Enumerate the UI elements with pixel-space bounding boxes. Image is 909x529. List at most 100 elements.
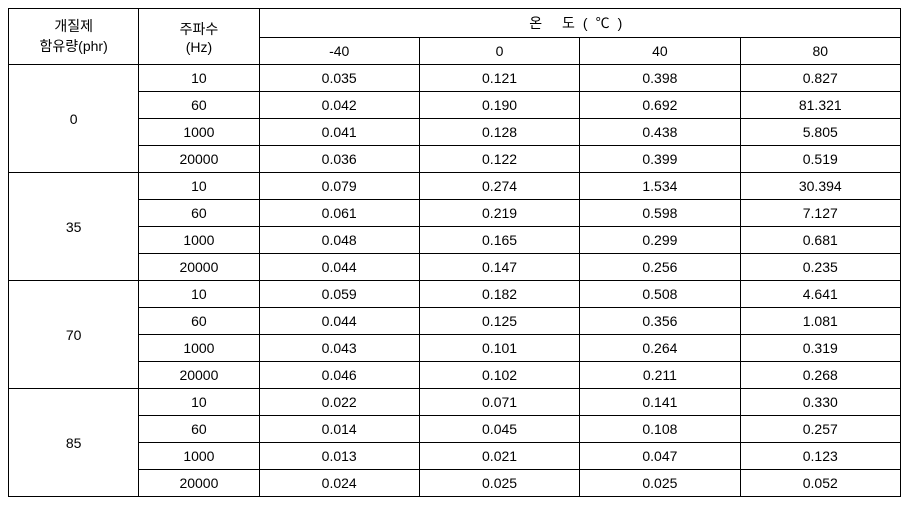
value-cell: 1.081 [740,308,900,335]
table-row: 10000.0430.1010.2640.319 [9,335,901,362]
value-cell: 0.046 [259,362,419,389]
value-cell: 0.044 [259,254,419,281]
value-cell: 0.274 [419,173,579,200]
table-row: 10000.0480.1650.2990.681 [9,227,901,254]
value-cell: 0.125 [419,308,579,335]
value-cell: 0.356 [580,308,740,335]
value-cell: 0.268 [740,362,900,389]
header-modifier-line2: 함유량(phr) [11,37,136,57]
frequency-cell: 20000 [139,254,259,281]
value-cell: 0.043 [259,335,419,362]
value-cell: 0.519 [740,146,900,173]
value-cell: 0.025 [419,470,579,497]
value-cell: 0.692 [580,92,740,119]
value-cell: 0.059 [259,281,419,308]
frequency-cell: 10 [139,65,259,92]
table-row: 200000.0240.0250.0250.052 [9,470,901,497]
table-row: 35100.0790.2741.53430.394 [9,173,901,200]
table-row: 600.0140.0450.1080.257 [9,416,901,443]
header-temp-col-0: -40 [259,38,419,65]
frequency-cell: 1000 [139,443,259,470]
value-cell: 0.190 [419,92,579,119]
value-cell: 0.052 [740,470,900,497]
value-cell: 0.024 [259,470,419,497]
table-row: 600.0440.1250.3561.081 [9,308,901,335]
frequency-cell: 1000 [139,335,259,362]
value-cell: 0.165 [419,227,579,254]
value-cell: 0.022 [259,389,419,416]
value-cell: 0.319 [740,335,900,362]
table-row: 600.0420.1900.69281.321 [9,92,901,119]
value-cell: 0.048 [259,227,419,254]
header-modifier-line1: 개질제 [11,17,136,37]
modifier-cell: 85 [9,389,139,497]
value-cell: 0.108 [580,416,740,443]
frequency-cell: 60 [139,308,259,335]
value-cell: 0.036 [259,146,419,173]
table-row: 85100.0220.0710.1410.330 [9,389,901,416]
value-cell: 0.398 [580,65,740,92]
value-cell: 0.211 [580,362,740,389]
value-cell: 0.235 [740,254,900,281]
data-table: 개질제 함유량(phr) 주파수 (Hz) 온 도(℃) -40 0 40 80… [8,8,901,497]
value-cell: 0.101 [419,335,579,362]
modifier-cell: 35 [9,173,139,281]
table-row: 0100.0350.1210.3980.827 [9,65,901,92]
table-row: 70100.0590.1820.5084.641 [9,281,901,308]
value-cell: 0.013 [259,443,419,470]
value-cell: 1.534 [580,173,740,200]
frequency-cell: 60 [139,200,259,227]
table-row: 10000.0410.1280.4385.805 [9,119,901,146]
value-cell: 0.079 [259,173,419,200]
value-cell: 0.123 [740,443,900,470]
value-cell: 0.014 [259,416,419,443]
table-row: 10000.0130.0210.0470.123 [9,443,901,470]
value-cell: 0.598 [580,200,740,227]
frequency-cell: 60 [139,92,259,119]
value-cell: 0.330 [740,389,900,416]
value-cell: 0.102 [419,362,579,389]
value-cell: 0.399 [580,146,740,173]
frequency-cell: 10 [139,173,259,200]
value-cell: 0.141 [580,389,740,416]
header-modifier: 개질제 함유량(phr) [9,9,139,65]
value-cell: 0.219 [419,200,579,227]
value-cell: 0.035 [259,65,419,92]
frequency-cell: 1000 [139,227,259,254]
value-cell: 0.256 [580,254,740,281]
value-cell: 0.147 [419,254,579,281]
value-cell: 0.021 [419,443,579,470]
table-row: 600.0610.2190.5987.127 [9,200,901,227]
value-cell: 0.044 [259,308,419,335]
table-row: 200000.0460.1020.2110.268 [9,362,901,389]
modifier-cell: 0 [9,65,139,173]
table-row: 200000.0360.1220.3990.519 [9,146,901,173]
frequency-cell: 60 [139,416,259,443]
value-cell: 0.827 [740,65,900,92]
value-cell: 0.299 [580,227,740,254]
value-cell: 0.122 [419,146,579,173]
header-temp-col-1: 0 [419,38,579,65]
value-cell: 0.508 [580,281,740,308]
value-cell: 0.681 [740,227,900,254]
value-cell: 0.042 [259,92,419,119]
value-cell: 0.257 [740,416,900,443]
value-cell: 0.264 [580,335,740,362]
header-frequency-line2: (Hz) [141,39,256,55]
frequency-cell: 20000 [139,362,259,389]
value-cell: 7.127 [740,200,900,227]
value-cell: 30.394 [740,173,900,200]
value-cell: 0.121 [419,65,579,92]
value-cell: 0.047 [580,443,740,470]
header-temperature: 온 도(℃) [259,9,900,38]
header-frequency: 주파수 (Hz) [139,9,259,65]
value-cell: 81.321 [740,92,900,119]
value-cell: 0.045 [419,416,579,443]
value-cell: 0.025 [580,470,740,497]
value-cell: 0.182 [419,281,579,308]
value-cell: 0.061 [259,200,419,227]
header-temp-col-2: 40 [580,38,740,65]
frequency-cell: 20000 [139,470,259,497]
value-cell: 0.071 [419,389,579,416]
modifier-cell: 70 [9,281,139,389]
